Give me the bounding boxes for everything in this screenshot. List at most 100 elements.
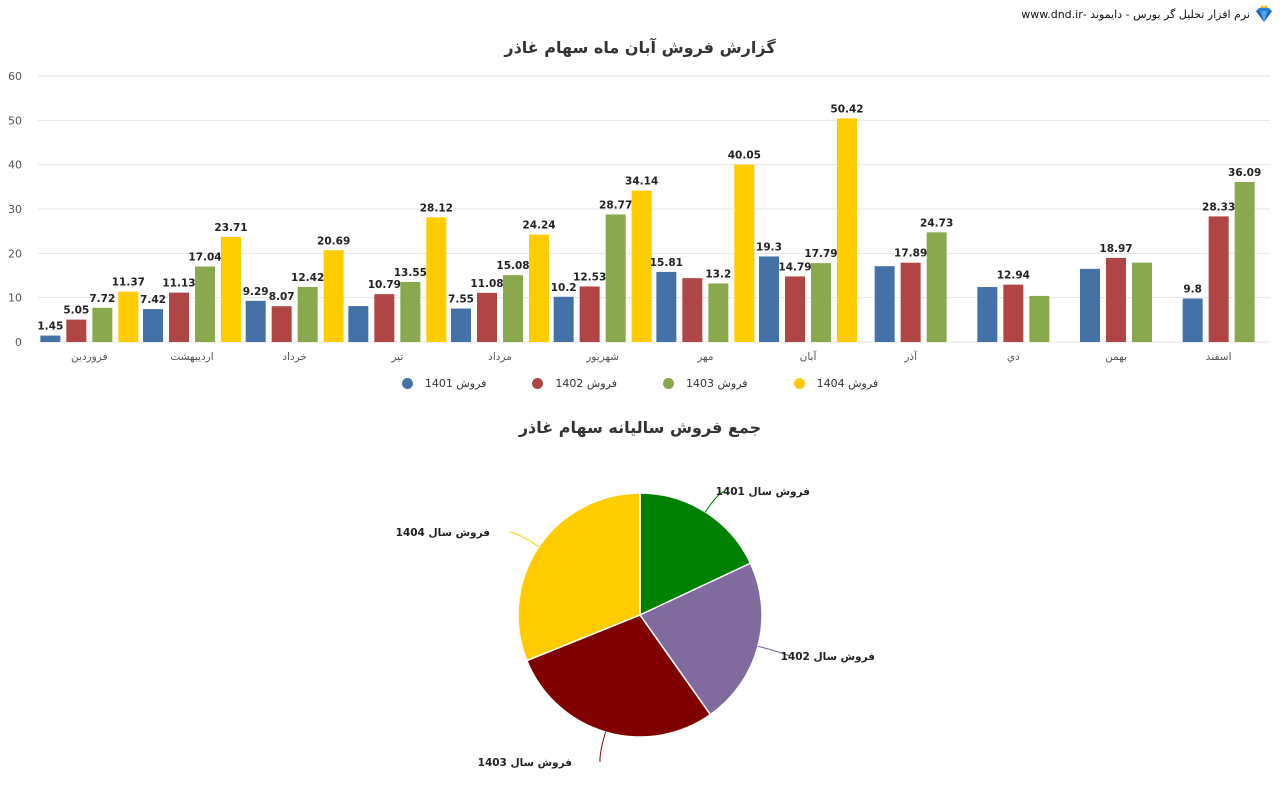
bar-chart: 0 10 20 30 40 50 60 1.455.057.72 11.37 فروردین 7.4… <box>8 70 1270 363</box>
pie-slice[interactable] <box>517 492 641 662</box>
bar[interactable] <box>759 256 779 342</box>
bar[interactable] <box>40 335 61 342</box>
bar[interactable] <box>553 296 574 342</box>
y-tick-label: 30 <box>8 203 22 216</box>
bar[interactable] <box>682 278 703 342</box>
x-category-label: دي <box>1007 351 1020 363</box>
pie-slice[interactable] <box>638 562 763 716</box>
bar[interactable] <box>1080 268 1100 342</box>
bar[interactable] <box>92 307 113 342</box>
bar[interactable] <box>426 217 447 342</box>
bar-value-label: 18.97 <box>1099 243 1132 255</box>
bar-value-label: 9.8 <box>1183 284 1202 296</box>
legend-label: فروش 1404 <box>816 377 879 390</box>
bar-value-label: 11.08 <box>470 278 503 290</box>
pie-slice-label: فروش سال 1404 <box>396 527 490 539</box>
bar[interactable] <box>271 306 292 342</box>
pie-chart: فروش سال 1401 فروش سال 1402 فروش سال 1403 ف… <box>396 486 875 769</box>
bar[interactable] <box>874 266 895 342</box>
x-category-label: خرداد <box>282 351 307 363</box>
bar[interactable] <box>656 271 677 342</box>
bar[interactable] <box>1029 295 1050 342</box>
bar[interactable] <box>297 286 318 342</box>
x-category-label: بهمن <box>1105 351 1127 363</box>
y-tick-label: 0 <box>15 336 22 349</box>
bar[interactable] <box>1234 182 1255 342</box>
bar[interactable] <box>579 286 600 342</box>
x-category-label: آبان <box>800 350 818 363</box>
bar[interactable] <box>245 300 266 342</box>
bar-value-label: 11.13 <box>162 278 195 290</box>
y-tick-label: 10 <box>8 292 22 305</box>
bar[interactable] <box>811 263 831 342</box>
diamond-icon <box>1256 5 1272 22</box>
bar[interactable] <box>1182 298 1203 342</box>
bar-value-label: 19.3 <box>756 241 782 253</box>
pie-leader-line <box>705 490 726 513</box>
pie-leader-line <box>599 731 607 763</box>
x-category-label: فروردین <box>71 351 108 363</box>
legend-item[interactable]: فروش 1404 <box>793 377 879 390</box>
bar[interactable] <box>1208 216 1229 342</box>
bar[interactable] <box>221 236 241 342</box>
bar[interactable] <box>734 164 755 342</box>
x-category-label: شهریور <box>585 351 619 363</box>
bar-value-label: 11.37 <box>112 277 145 289</box>
pie-leader-line <box>509 531 540 548</box>
bar[interactable] <box>631 190 652 342</box>
x-category-label: تیر <box>390 351 403 363</box>
bar-chart-title: گزارش فروش آبان ماه سهام غاذر <box>504 38 776 57</box>
bar-value-label: 5.05 <box>63 305 89 317</box>
y-tick-label: 20 <box>8 247 22 260</box>
bar[interactable] <box>118 291 139 342</box>
bar[interactable] <box>785 276 805 342</box>
legend-dot-icon <box>401 378 413 389</box>
bar[interactable] <box>1106 257 1126 342</box>
bar-value-label: 40.05 <box>728 149 761 161</box>
legend-item[interactable]: فروش 1401 <box>401 377 486 390</box>
bar[interactable] <box>323 250 344 342</box>
bar[interactable] <box>451 308 471 342</box>
bar[interactable] <box>926 232 947 342</box>
bar[interactable] <box>605 214 626 342</box>
bar[interactable] <box>1003 284 1024 342</box>
bar-value-label: 24.24 <box>522 220 555 232</box>
bar[interactable] <box>348 306 369 342</box>
bar-value-label: 23.71 <box>214 222 247 234</box>
bar[interactable] <box>900 262 921 342</box>
bar[interactable] <box>837 118 857 342</box>
bar[interactable] <box>977 287 998 342</box>
bar[interactable] <box>374 294 395 342</box>
bar[interactable] <box>143 309 163 342</box>
pie-leader-line <box>757 645 791 657</box>
legend-item[interactable]: فروش 1403 <box>663 377 748 390</box>
bar-value-label: 8.07 <box>269 291 295 303</box>
bar[interactable] <box>529 234 549 342</box>
y-tick-label: 50 <box>8 114 22 127</box>
bar-value-label: 34.14 <box>625 176 658 188</box>
bar[interactable] <box>477 292 497 342</box>
bar-value-label: 7.72 <box>89 293 115 305</box>
bar[interactable] <box>195 266 215 342</box>
bar-value-label: 36.09 <box>1228 167 1261 179</box>
x-category-label: مرداد <box>488 351 512 363</box>
legend-item[interactable]: فروش 1402 <box>532 377 617 390</box>
bar[interactable] <box>503 275 523 342</box>
bar-value-label: 14.79 <box>778 261 811 273</box>
bar-value-label: 20.69 <box>317 235 350 247</box>
bar-value-label: 17.89 <box>894 248 927 260</box>
bar-value-label: 15.08 <box>496 260 529 272</box>
bar-value-label: 9.29 <box>243 286 269 298</box>
pie-slice[interactable] <box>525 614 712 738</box>
bar-value-label: 7.55 <box>448 294 474 306</box>
bar-value-label: 28.12 <box>420 202 453 214</box>
bar[interactable] <box>400 281 421 342</box>
bar-value-label: 28.77 <box>599 199 632 211</box>
bar-value-label: 12.53 <box>573 271 606 283</box>
bar[interactable] <box>1132 262 1152 342</box>
bar[interactable] <box>169 292 189 342</box>
legend-label: فروش 1402 <box>555 377 617 390</box>
bar[interactable] <box>66 319 87 342</box>
bar[interactable] <box>708 283 729 342</box>
y-tick-label: 40 <box>8 159 22 172</box>
